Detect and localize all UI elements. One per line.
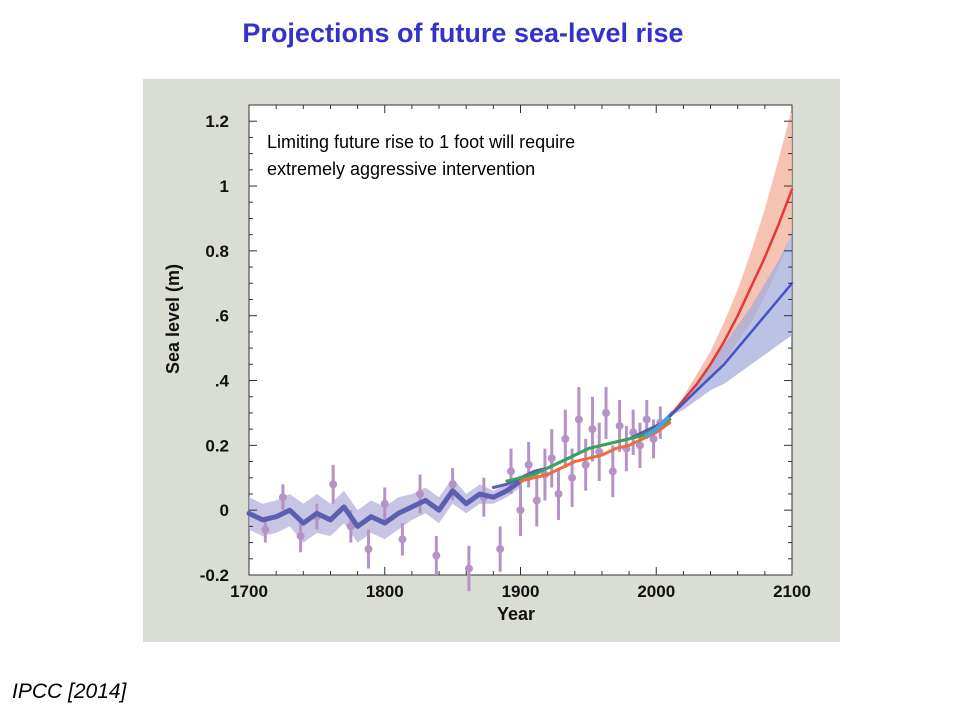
high-scenario-band <box>669 108 792 417</box>
series-line-low-scenario <box>668 282 794 418</box>
tide-gauge-point <box>278 493 287 502</box>
tide-gauge-point <box>524 460 533 469</box>
tide-gauge-point <box>547 454 556 463</box>
tide-gauge-point <box>568 473 577 482</box>
tide-gauge-point <box>649 434 658 443</box>
tide-gauge-point <box>506 467 515 476</box>
sea-level-chart: 1700 1800 1900 2000 2100-0.200.2.4.60.811.2 … <box>163 104 811 624</box>
series-line-high-scenario <box>668 188 794 418</box>
series-line-tide-gauge-orange <box>519 421 672 483</box>
chart-annotation-line-2: extremely aggressive intervention <box>267 159 535 179</box>
tide-gauge-point <box>346 522 355 531</box>
tide-gauge-point <box>532 496 541 505</box>
y-tick-label: -0.2 <box>200 566 229 585</box>
low-scenario-band <box>669 234 792 417</box>
tide-gauge-point <box>574 415 583 424</box>
x-tick-label: 2000 <box>637 582 675 601</box>
series-line-historical <box>246 478 523 529</box>
axes: 1700 1800 1900 2000 2100 -0.2 0 0.2 .4 .6 0.8 1 1.2 <box>200 105 811 601</box>
tide-gauge-point <box>416 489 425 498</box>
tide-gauge-point <box>608 467 617 476</box>
tide-gauge-point <box>329 480 338 489</box>
tide-gauge-point <box>635 441 644 450</box>
y-tick-label: 1 <box>220 177 229 196</box>
y-tick-label: .6 <box>215 307 229 326</box>
tide-gauge-point <box>581 460 590 469</box>
tide-gauge-point <box>615 421 624 430</box>
tide-gauge-point <box>602 408 611 417</box>
tide-gauge-point <box>554 489 563 498</box>
tide-gauge-point <box>296 532 305 541</box>
chart-annotation-line-1: Limiting future rise to 1 foot will requ… <box>267 132 575 152</box>
tide-gauge-point <box>448 480 457 489</box>
tide-gauge-point <box>588 425 597 434</box>
x-tick-label: 1800 <box>366 582 404 601</box>
y-tick-label: 0.2 <box>205 436 229 455</box>
x-tick-label: 1900 <box>502 582 540 601</box>
tide-gauge-point <box>561 434 570 443</box>
x-tick-label: 1700 <box>230 582 268 601</box>
chart-panel: 1700 1800 1900 2000 2100 -0.2 0 0.2.4.6 0.8 1 1.2 … <box>143 79 840 642</box>
tide-gauge-point <box>496 545 505 554</box>
tide-gauge-point <box>516 506 525 515</box>
x-tick-label: 2100 <box>773 582 811 601</box>
series-lines <box>246 188 794 529</box>
tide-gauge-points <box>261 387 665 592</box>
citation: IPCC [2014] <box>12 680 127 703</box>
tide-gauge-point <box>261 525 270 534</box>
series-line-satellite <box>644 410 675 438</box>
y-tick-label: 1.2 <box>205 112 229 131</box>
x-axis-label: Year <box>497 604 535 624</box>
y-tick-label: 0.8 <box>205 242 229 261</box>
page-title: Projections of future sea-level rise <box>242 18 684 48</box>
tide-gauge-point <box>464 564 473 573</box>
tide-gauge-point <box>364 545 373 554</box>
y-tick-label: .4 <box>215 372 230 391</box>
tide-gauge-point <box>642 415 651 424</box>
y-axis-label: Sea level (m) <box>163 264 183 374</box>
tide-gauge-point <box>398 535 407 544</box>
tide-gauge-point <box>380 499 389 508</box>
y-tick-label: 0 <box>220 501 229 520</box>
series-line-tide-gauge-green <box>505 417 672 483</box>
tide-gauge-point <box>432 551 441 560</box>
